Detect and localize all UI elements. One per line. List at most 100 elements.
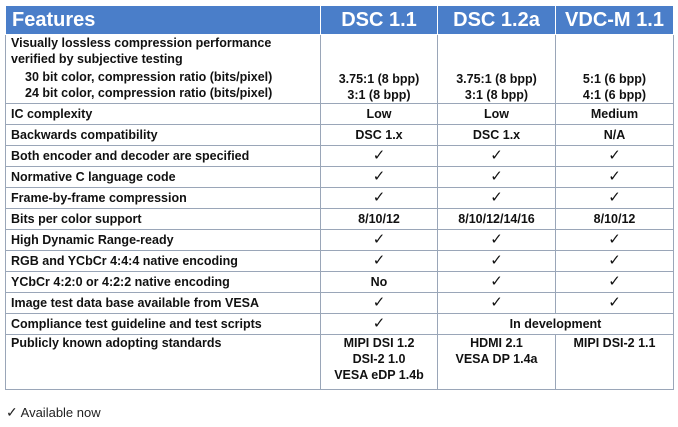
- row-label: Both encoder and decoder are specified: [5, 145, 321, 167]
- table-row-adopting-standards: Publicly known adopting standards MIPI D…: [5, 334, 674, 390]
- compression-30bit-label: 30 bit color, compression ratio (bits/pi…: [25, 70, 273, 84]
- check-icon: ✓: [608, 252, 621, 269]
- table-row-compression: Visually lossless compression performanc…: [5, 34, 674, 104]
- standard-item: DSI-2 1.0: [352, 352, 406, 366]
- check-icon: ✓: [490, 294, 503, 311]
- row-label: RGB and YCbCr 4:4:4 native encoding: [5, 250, 321, 272]
- compression-24bit-label: 24 bit color, compression ratio (bits/pi…: [25, 86, 273, 100]
- table-row-hdr: High Dynamic Range-ready ✓ ✓ ✓: [5, 229, 674, 251]
- cell-vdc-m-1-1: ✓: [555, 250, 674, 272]
- row-label: Image test data base available from VESA: [5, 292, 321, 314]
- table-row-frame-compression: Frame-by-frame compression ✓ ✓ ✓: [5, 187, 674, 209]
- row-label: Backwards compatibility: [5, 124, 321, 146]
- check-icon: ✓: [372, 189, 386, 206]
- cell-dsc-1-1: DSC 1.x: [320, 124, 438, 146]
- check-icon: ✓: [490, 231, 503, 248]
- footnote: ✓ Available now: [6, 404, 101, 421]
- row-label: Frame-by-frame compression: [5, 187, 321, 209]
- check-icon: ✓: [608, 168, 621, 185]
- cell-dsc-1-2a: ✓: [437, 145, 556, 167]
- table-row-c-code: Normative C language code ✓ ✓ ✓: [5, 166, 674, 188]
- cell-dsc-1-2a: ✓: [437, 187, 556, 209]
- row-label: High Dynamic Range-ready: [5, 229, 321, 251]
- compression-dsc-1-1: 3.75:1 (8 bpp) 3:1 (8 bpp): [320, 34, 438, 104]
- compression-label-line1: Visually lossless compression performanc…: [11, 36, 272, 50]
- cell-vdc-m-1-1: ✓: [555, 145, 674, 167]
- cell-dsc-1-1: ✓: [320, 145, 438, 167]
- check-icon: ✓: [490, 252, 503, 269]
- table-row-image-database: Image test data base available from VESA…: [5, 292, 674, 314]
- compression-label-line2: verified by subjective testing: [11, 52, 183, 66]
- table-row-rgb444: RGB and YCbCr 4:4:4 native encoding ✓ ✓ …: [5, 250, 674, 272]
- cell-dsc-1-2a: ✓: [437, 271, 556, 293]
- cell-dsc-1-1: ✓: [320, 250, 438, 272]
- cell-dsc-1-1: 8/10/12: [320, 208, 438, 230]
- check-icon: ✓: [490, 147, 503, 164]
- row-label: Compliance test guideline and test scrip…: [5, 313, 321, 335]
- cell-vdc-m-1-1: ✓: [555, 292, 674, 314]
- feature-comparison-table-container: Features DSC 1.1 DSC 1.2a VDC-M 1.1 Visu…: [5, 5, 674, 390]
- cell-vdc-m-1-1: MIPI DSI-2 1.1: [555, 334, 674, 390]
- cell-dsc-1-2a: ✓: [437, 292, 556, 314]
- cell-dsc-1-1: ✓: [320, 313, 438, 335]
- standard-item: VESA eDP 1.4b: [334, 368, 424, 382]
- check-icon: ✓: [372, 147, 386, 164]
- cell-vdc-m-1-1: ✓: [555, 187, 674, 209]
- table-row-ic-complexity: IC complexity Low Low Medium: [5, 103, 674, 125]
- check-icon: ✓: [608, 231, 621, 248]
- table-row-bits-per-color: Bits per color support 8/10/12 8/10/12/1…: [5, 208, 674, 230]
- compression-vdc-m-1-1: 5:1 (6 bpp) 4:1 (6 bpp): [555, 34, 674, 104]
- cell-vdc-m-1-1: N/A: [555, 124, 674, 146]
- row-label: Bits per color support: [5, 208, 321, 230]
- check-icon: ✓: [608, 147, 621, 164]
- check-icon: ✓: [608, 189, 621, 206]
- check-icon: ✓: [490, 168, 503, 185]
- cell-vdc-m-1-1: 8/10/12: [555, 208, 674, 230]
- cell-dsc-1-2a: HDMI 2.1 VESA DP 1.4a: [437, 334, 556, 390]
- cell-vdc-m-1-1: ✓: [555, 229, 674, 251]
- check-icon: ✓: [490, 189, 503, 206]
- header-dsc-1-2a: DSC 1.2a: [437, 5, 556, 35]
- check-icon: ✓: [6, 404, 18, 420]
- cell-dsc-1-1: MIPI DSI 1.2 DSI-2 1.0 VESA eDP 1.4b: [320, 334, 438, 390]
- check-icon: ✓: [372, 252, 386, 269]
- table-header-row: Features DSC 1.1 DSC 1.2a VDC-M 1.1: [5, 5, 674, 35]
- cell-dsc-1-1: ✓: [320, 166, 438, 188]
- check-icon: ✓: [372, 231, 386, 248]
- header-dsc-1-1: DSC 1.1: [320, 5, 438, 35]
- check-icon: ✓: [608, 273, 621, 290]
- compression-24bit-value: 3:1 (8 bpp): [464, 88, 529, 102]
- feature-comparison-table: Features DSC 1.1 DSC 1.2a VDC-M 1.1 Visu…: [5, 5, 674, 390]
- compression-dsc-1-2a: 3.75:1 (8 bpp) 3:1 (8 bpp): [437, 34, 556, 104]
- standard-item: MIPI DSI 1.2: [343, 336, 415, 350]
- standard-item: HDMI 2.1: [470, 336, 523, 350]
- cell-dsc-1-2a: Low: [437, 103, 556, 125]
- check-icon: ✓: [490, 273, 503, 290]
- cell-vdc-m-1-1: Medium: [555, 103, 674, 125]
- cell-in-development: In development: [437, 313, 674, 335]
- row-label: Publicly known adopting standards: [5, 334, 321, 390]
- table-row-ycbcr420: YCbCr 4:2:0 or 4:2:2 native encoding No …: [5, 271, 674, 293]
- compression-24bit-value: 4:1 (6 bpp): [582, 88, 647, 102]
- row-label: YCbCr 4:2:0 or 4:2:2 native encoding: [5, 271, 321, 293]
- row-label: Normative C language code: [5, 166, 321, 188]
- cell-dsc-1-2a: DSC 1.x: [437, 124, 556, 146]
- cell-dsc-1-1: ✓: [320, 292, 438, 314]
- standard-item: VESA DP 1.4a: [455, 352, 538, 366]
- cell-dsc-1-1: Low: [320, 103, 438, 125]
- table-row-encoder-decoder: Both encoder and decoder are specified ✓…: [5, 145, 674, 167]
- cell-dsc-1-2a: ✓: [437, 166, 556, 188]
- cell-dsc-1-2a: 8/10/12/14/16: [437, 208, 556, 230]
- row-label-compression: Visually lossless compression performanc…: [5, 34, 321, 104]
- header-vdc-m-1-1: VDC-M 1.1: [555, 5, 674, 35]
- table-row-compliance: Compliance test guideline and test scrip…: [5, 313, 674, 335]
- check-icon: ✓: [372, 168, 386, 185]
- header-features: Features: [5, 5, 321, 35]
- check-icon: ✓: [608, 294, 621, 311]
- row-label: IC complexity: [5, 103, 321, 125]
- standard-item: MIPI DSI-2 1.1: [573, 336, 656, 350]
- cell-dsc-1-1: No: [320, 271, 438, 293]
- compression-24bit-value: 3:1 (8 bpp): [347, 88, 411, 102]
- cell-vdc-m-1-1: ✓: [555, 271, 674, 293]
- cell-dsc-1-2a: ✓: [437, 250, 556, 272]
